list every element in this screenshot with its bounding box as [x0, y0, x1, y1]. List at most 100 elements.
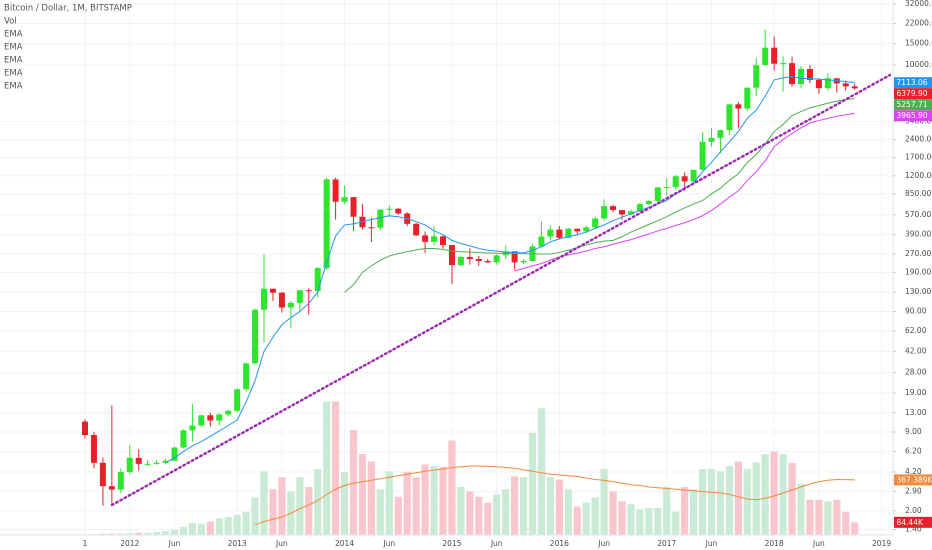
volume-bar — [448, 440, 456, 535]
x-tick-label: Jun — [168, 539, 181, 548]
candle-body — [690, 169, 697, 182]
y-tick-label: 28.00 — [905, 368, 927, 377]
legend-item: EMA — [4, 69, 23, 79]
y-tick-label: 570.00 — [905, 210, 931, 219]
legend-item: EMA — [4, 43, 23, 53]
candle-body — [269, 288, 276, 293]
volume-bar — [851, 522, 859, 535]
candle-body — [305, 290, 312, 292]
ema-line — [344, 98, 855, 293]
volume-bar — [403, 472, 411, 535]
y-tick-label: 42.00 — [905, 346, 927, 355]
x-tick-label: Jun — [382, 539, 395, 548]
volume-bar — [761, 454, 769, 535]
candle-body — [824, 78, 831, 89]
volume-bar — [519, 477, 528, 535]
candle-body — [565, 228, 572, 238]
candle-body — [162, 460, 169, 463]
y-tick-label: 32000.00 — [905, 0, 932, 8]
volume-bar — [645, 508, 653, 535]
candle-body — [654, 187, 661, 202]
x-tick-label: 1 — [83, 539, 88, 548]
candle-body — [341, 197, 348, 202]
legend-item: EMA — [4, 56, 23, 66]
price-tag — [894, 77, 932, 89]
candle-body — [135, 457, 142, 464]
x-tick-label: Jun — [597, 539, 610, 548]
x-tick-label: Jun — [275, 539, 288, 548]
volume-bar — [126, 533, 134, 535]
candle-body — [314, 268, 321, 292]
price-tag — [894, 99, 932, 111]
candle-body — [99, 462, 106, 487]
candle-body — [440, 236, 446, 246]
volume-bar — [725, 466, 733, 535]
candle-body — [547, 229, 554, 237]
price-tag-label: 7113.06 — [897, 78, 928, 87]
candle-body — [574, 228, 581, 232]
volume-bar — [242, 511, 250, 535]
candle-body — [377, 209, 384, 228]
candle-body — [475, 259, 482, 262]
x-tick-label: 2013 — [228, 539, 247, 548]
volume-bar — [636, 509, 644, 535]
ema-line — [514, 112, 855, 272]
volume-bar — [430, 466, 438, 535]
candle-body — [672, 176, 679, 188]
volume-bar — [842, 511, 850, 535]
candle-body — [842, 83, 849, 87]
volume-bar — [564, 489, 572, 535]
y-tick-label: 19.00 — [905, 388, 927, 397]
candle-body — [82, 421, 88, 436]
candle-body — [234, 389, 241, 411]
trend-line — [110, 73, 892, 507]
volume-bar — [779, 454, 787, 535]
y-tick-label: 2.00 — [905, 506, 922, 515]
volume-bar — [591, 497, 599, 535]
volume-bar — [224, 517, 232, 535]
volume-bar — [555, 479, 563, 535]
volume-bar — [573, 506, 581, 535]
volume-bar — [305, 487, 313, 535]
x-tick-label: Jun — [705, 539, 718, 548]
y-tick-label: 90.00 — [905, 306, 927, 315]
volume-bar — [797, 484, 805, 535]
price-tag-label: 5257.71 — [897, 100, 928, 109]
candle-body — [699, 141, 706, 170]
candle-body — [108, 486, 115, 490]
price-tag — [894, 516, 932, 528]
y-tick-label: 13.00 — [905, 408, 927, 417]
candle-body — [189, 425, 196, 431]
volume-bar — [161, 531, 170, 535]
volume-bar — [323, 401, 331, 535]
legend: Bitcoin / Dollar, 1M, BITSTAMP Vol EMA E… — [4, 4, 132, 92]
candle-body — [780, 63, 787, 65]
volume-bar — [743, 469, 751, 535]
volume-bar — [788, 463, 796, 535]
candle-body — [789, 63, 796, 85]
candle-body — [117, 471, 124, 490]
price-tag — [894, 88, 932, 100]
volume-bar — [260, 471, 268, 535]
volume-bar — [690, 489, 698, 535]
volume-bar — [188, 523, 196, 535]
candle-body — [225, 410, 232, 415]
volume-bar — [770, 451, 778, 535]
y-tick-label: 22000.00 — [905, 19, 932, 28]
price-tag-label: 3965.90 — [897, 111, 928, 120]
x-tick-label: 2017 — [657, 539, 676, 548]
candle-body — [466, 256, 473, 260]
price-tag-label: 6379.90 — [897, 89, 928, 98]
volume-bar — [546, 477, 554, 535]
chart-title: Bitcoin / Dollar, 1M, BITSTAMP — [4, 4, 132, 14]
y-tick-label: 130.00 — [905, 287, 931, 296]
y-tick-label: 10000.00 — [905, 60, 932, 69]
y-tick-label: 270.00 — [905, 249, 931, 258]
volume-bar — [582, 502, 590, 535]
candle-body — [323, 179, 330, 269]
y-tick-label: 850.00 — [905, 189, 931, 198]
volume-bar — [815, 499, 823, 535]
plot-area — [0, 0, 893, 536]
candle-body — [261, 288, 267, 310]
candle-body — [538, 236, 545, 247]
